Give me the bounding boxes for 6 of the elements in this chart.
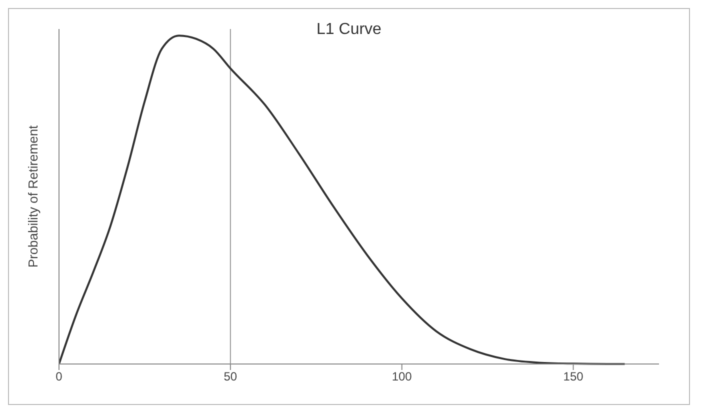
- x-tick-label: 0: [56, 370, 63, 384]
- chart-title: L1 Curve: [316, 21, 382, 39]
- x-tick-label: 150: [563, 370, 584, 384]
- x-tick-label: 50: [224, 370, 238, 384]
- x-tick-label: 100: [392, 370, 412, 384]
- y-axis-title: Probability of Retirement: [26, 124, 41, 268]
